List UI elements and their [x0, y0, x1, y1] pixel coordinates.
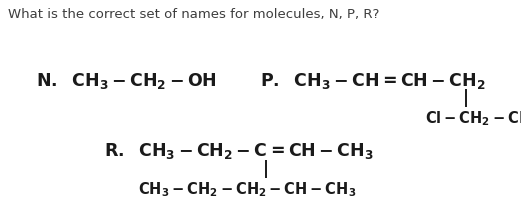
Text: $\mathbf{P.}$  $\mathbf{CH_3-CH=CH-CH_2}$: $\mathbf{P.}$ $\mathbf{CH_3-CH=CH-CH_2}$ — [260, 71, 486, 91]
Text: $\mathbf{CH_3-CH_2-CH_2-CH-CH_3}$: $\mathbf{CH_3-CH_2-CH_2-CH-CH_3}$ — [138, 181, 356, 199]
Text: $\mathbf{N.}$  $\mathbf{CH_3-CH_2-OH}$: $\mathbf{N.}$ $\mathbf{CH_3-CH_2-OH}$ — [36, 71, 217, 91]
Text: What is the correct set of names for molecules, N, P, R?: What is the correct set of names for mol… — [8, 8, 379, 22]
Text: $\mathbf{R.}$  $\mathbf{CH_3-CH_2-C=CH-CH_3}$: $\mathbf{R.}$ $\mathbf{CH_3-CH_2-C=CH-CH… — [104, 141, 374, 161]
Text: $\mathbf{Cl-CH_2-CH_2}$: $\mathbf{Cl-CH_2-CH_2}$ — [425, 109, 521, 127]
